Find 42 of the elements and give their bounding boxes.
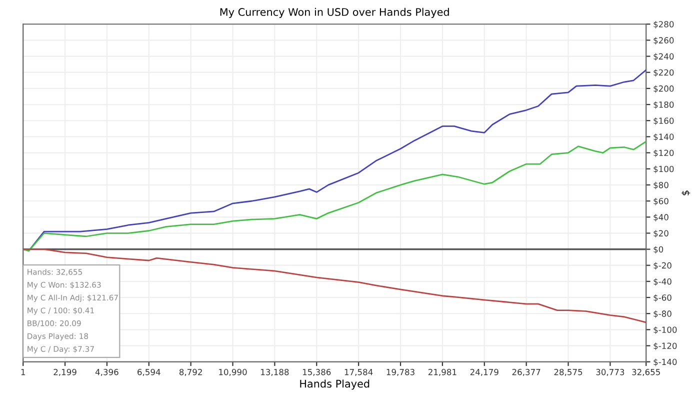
y-tick-label: $20 [654, 230, 668, 238]
x-tick-label: 8,792 [179, 368, 202, 376]
x-tick-label: 1 [21, 369, 25, 376]
x-tick-label: 2,199 [54, 368, 76, 376]
chart-title: My Currency Won in USD over Hands Played [220, 8, 449, 18]
y-tick-label: $-20 [654, 262, 672, 270]
x-tick-label: 26,377 [512, 368, 540, 376]
y-tick-label: $220 [654, 69, 674, 77]
y-tick-label: $40 [654, 214, 668, 222]
x-tick-label: 10,990 [219, 368, 247, 376]
y-tick-label: $240 [654, 53, 674, 61]
y-tick-label: $-120 [654, 342, 677, 350]
y-tick-label: $80 [654, 182, 668, 190]
y-axis-title: $ [681, 190, 690, 196]
x-tick-label: 24,179 [470, 368, 498, 376]
y-tick-label: $0 [654, 246, 664, 254]
y-tick-label: $-80 [654, 310, 672, 318]
y-tick-label: $260 [654, 37, 674, 45]
y-tick-label: $-140 [654, 358, 677, 366]
y-tick-label: $200 [654, 85, 674, 93]
x-tick-label: 15,386 [302, 368, 331, 376]
y-tick-label: $140 [654, 134, 674, 142]
y-tick-label: $-40 [654, 278, 672, 286]
y-tick-label: $120 [654, 150, 674, 158]
y-tick-label: $60 [654, 198, 668, 206]
line-series [23, 140, 646, 252]
x-tick-label: 28,575 [554, 368, 582, 376]
x-tick-label: 13,188 [261, 368, 289, 376]
x-tick-label: 4,396 [95, 368, 118, 376]
x-tick-label: 30,773 [596, 368, 624, 376]
x-tick-label: 32,655 [632, 368, 660, 376]
x-axis-title: Hands Played [300, 380, 370, 390]
x-tick-label: 19,783 [386, 368, 414, 376]
x-tick-label: 21,981 [428, 368, 456, 376]
y-tick-label: $160 [654, 117, 674, 125]
y-tick-label: $280 [654, 20, 674, 29]
y-tick-label: $-60 [654, 294, 672, 302]
x-tick-label: 17,584 [344, 368, 373, 376]
y-tick-label: $100 [654, 166, 674, 174]
x-tick-label: 6,594 [138, 368, 160, 376]
y-tick-label: $-100 [654, 326, 677, 334]
y-tick-label: $180 [654, 101, 674, 109]
